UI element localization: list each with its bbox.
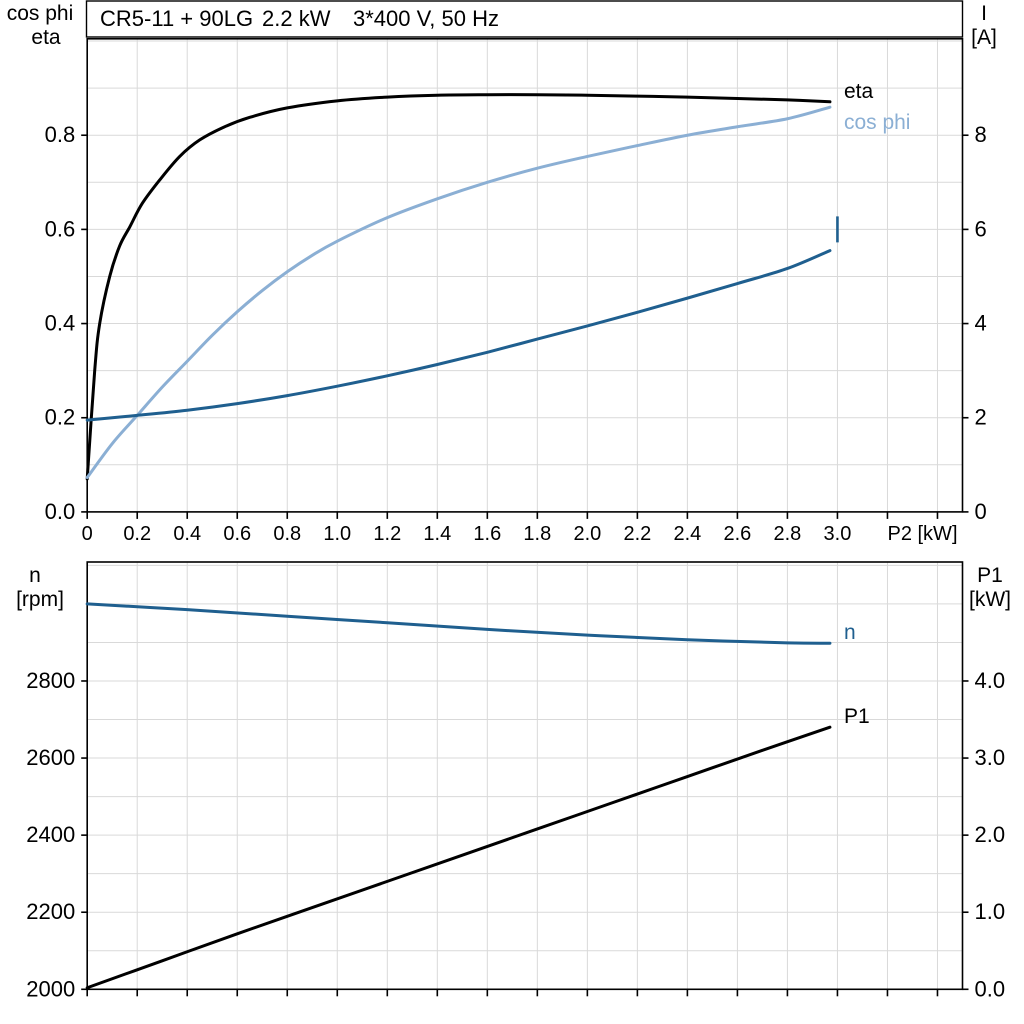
svg-text:P1: P1 — [977, 564, 1003, 587]
svg-text:2.4: 2.4 — [673, 523, 701, 545]
svg-text:n: n — [29, 564, 41, 587]
svg-text:2400: 2400 — [26, 822, 75, 847]
svg-text:[A]: [A] — [971, 26, 997, 49]
svg-text:2600: 2600 — [26, 745, 75, 770]
svg-text:1.2: 1.2 — [373, 523, 401, 545]
svg-text:P2 [kW]: P2 [kW] — [887, 523, 957, 545]
svg-text:0.8: 0.8 — [273, 523, 301, 545]
svg-text:2.2: 2.2 — [623, 523, 651, 545]
svg-text:cos phi: cos phi — [844, 111, 911, 134]
svg-text:2.6: 2.6 — [724, 523, 752, 545]
svg-text:4: 4 — [975, 311, 987, 336]
svg-text:eta: eta — [31, 26, 61, 49]
svg-text:1.0: 1.0 — [323, 523, 351, 545]
svg-text:0.4: 0.4 — [173, 523, 201, 545]
svg-text:2.2 kW: 2.2 kW — [262, 6, 331, 31]
svg-text:P1: P1 — [844, 705, 870, 728]
svg-text:n: n — [844, 621, 856, 644]
svg-text:0: 0 — [975, 499, 987, 524]
svg-text:0.8: 0.8 — [45, 122, 76, 147]
svg-text:0.4: 0.4 — [45, 311, 76, 336]
svg-text:I: I — [981, 2, 987, 25]
svg-text:2.8: 2.8 — [774, 523, 802, 545]
svg-text:[kW]: [kW] — [969, 588, 1011, 611]
svg-text:0.6: 0.6 — [223, 523, 251, 545]
svg-text:2.0: 2.0 — [975, 822, 1006, 847]
svg-text:2800: 2800 — [26, 668, 75, 693]
svg-text:6: 6 — [975, 216, 987, 241]
svg-text:0.0: 0.0 — [45, 499, 76, 524]
svg-text:2.0: 2.0 — [573, 523, 601, 545]
svg-text:CR5-11 + 90LG: CR5-11 + 90LG — [100, 6, 253, 31]
svg-text:eta: eta — [844, 80, 874, 103]
svg-text:0: 0 — [82, 523, 93, 545]
svg-text:3.0: 3.0 — [824, 523, 852, 545]
svg-text:4.0: 4.0 — [975, 668, 1006, 693]
svg-text:cos phi: cos phi — [7, 2, 74, 25]
svg-text:0.2: 0.2 — [123, 523, 151, 545]
svg-text:2200: 2200 — [26, 899, 75, 924]
svg-text:1.4: 1.4 — [423, 523, 451, 545]
svg-text:1.6: 1.6 — [473, 523, 501, 545]
svg-text:[rpm]: [rpm] — [16, 588, 64, 611]
svg-text:2000: 2000 — [26, 976, 75, 1001]
svg-text:1.0: 1.0 — [975, 899, 1006, 924]
svg-text:3*400 V, 50 Hz: 3*400 V, 50 Hz — [353, 6, 499, 31]
svg-text:0.0: 0.0 — [975, 976, 1006, 1001]
svg-text:0.2: 0.2 — [45, 405, 76, 430]
svg-text:3.0: 3.0 — [975, 745, 1006, 770]
svg-text:0.6: 0.6 — [45, 216, 76, 241]
svg-text:2: 2 — [975, 405, 987, 430]
svg-text:1.8: 1.8 — [523, 523, 551, 545]
svg-text:8: 8 — [975, 122, 987, 147]
